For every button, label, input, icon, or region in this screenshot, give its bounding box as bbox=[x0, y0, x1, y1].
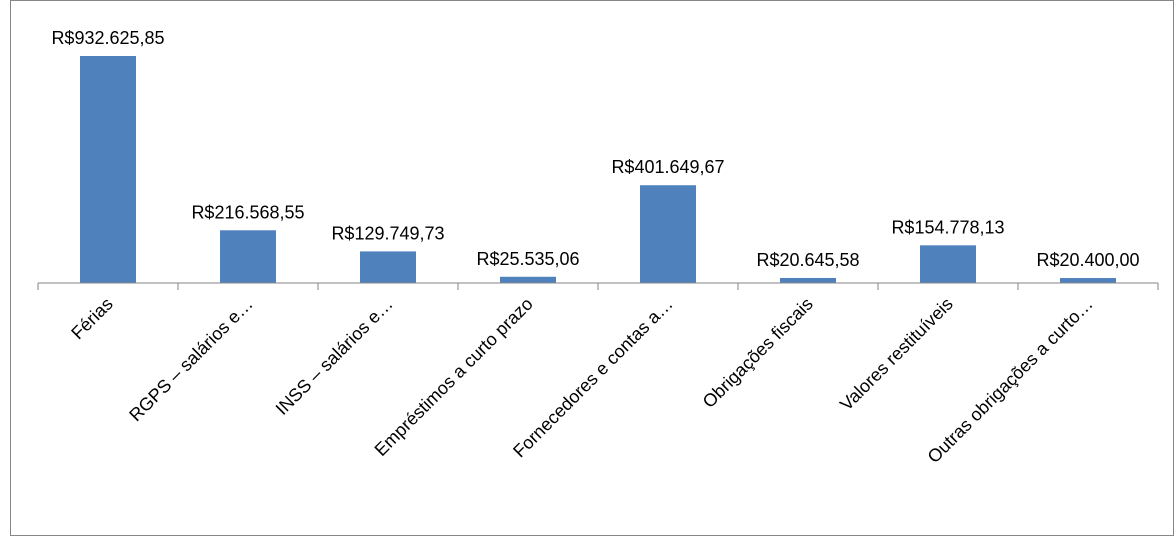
bar bbox=[500, 276, 556, 283]
data-label: R$20.645,58 bbox=[756, 250, 859, 270]
bar bbox=[80, 56, 136, 283]
bar bbox=[1060, 278, 1116, 283]
data-label: R$932.625,85 bbox=[51, 28, 164, 48]
data-label: R$25.535,06 bbox=[476, 249, 579, 269]
bar bbox=[920, 245, 976, 283]
data-label: R$216.568,55 bbox=[191, 202, 304, 222]
chart-border bbox=[10, 0, 1174, 536]
data-label: R$401.649,67 bbox=[611, 157, 724, 177]
data-label: R$20.400,00 bbox=[1036, 250, 1139, 270]
data-label: R$129.749,73 bbox=[331, 223, 444, 243]
bar bbox=[220, 230, 276, 283]
bar bbox=[360, 251, 416, 283]
bar bbox=[780, 277, 836, 283]
data-label: R$154.778,13 bbox=[891, 217, 1004, 237]
bar bbox=[640, 185, 696, 283]
